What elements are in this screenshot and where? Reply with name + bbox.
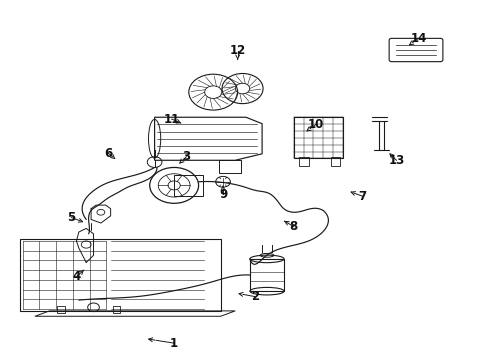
Bar [20, 239, 221, 311]
Text: 1: 1 [170, 337, 178, 350]
Text: 13: 13 [389, 154, 405, 167]
Bar [299, 157, 309, 166]
Text: 4: 4 [73, 270, 80, 283]
Text: 10: 10 [308, 118, 324, 131]
Text: 9: 9 [219, 188, 227, 201]
Bar [57, 306, 65, 313]
Text: 2: 2 [251, 290, 259, 303]
Bar [250, 259, 284, 291]
Bar [174, 175, 203, 196]
Bar [113, 306, 121, 313]
Text: 8: 8 [290, 220, 298, 233]
Text: 7: 7 [358, 190, 367, 203]
Text: 5: 5 [68, 211, 75, 224]
Text: 11: 11 [164, 113, 180, 126]
Text: 14: 14 [410, 32, 427, 45]
Text: 12: 12 [229, 44, 246, 57]
Bar [331, 157, 340, 166]
Text: 3: 3 [182, 150, 191, 163]
Bar [294, 117, 343, 158]
Text: 6: 6 [104, 147, 112, 159]
